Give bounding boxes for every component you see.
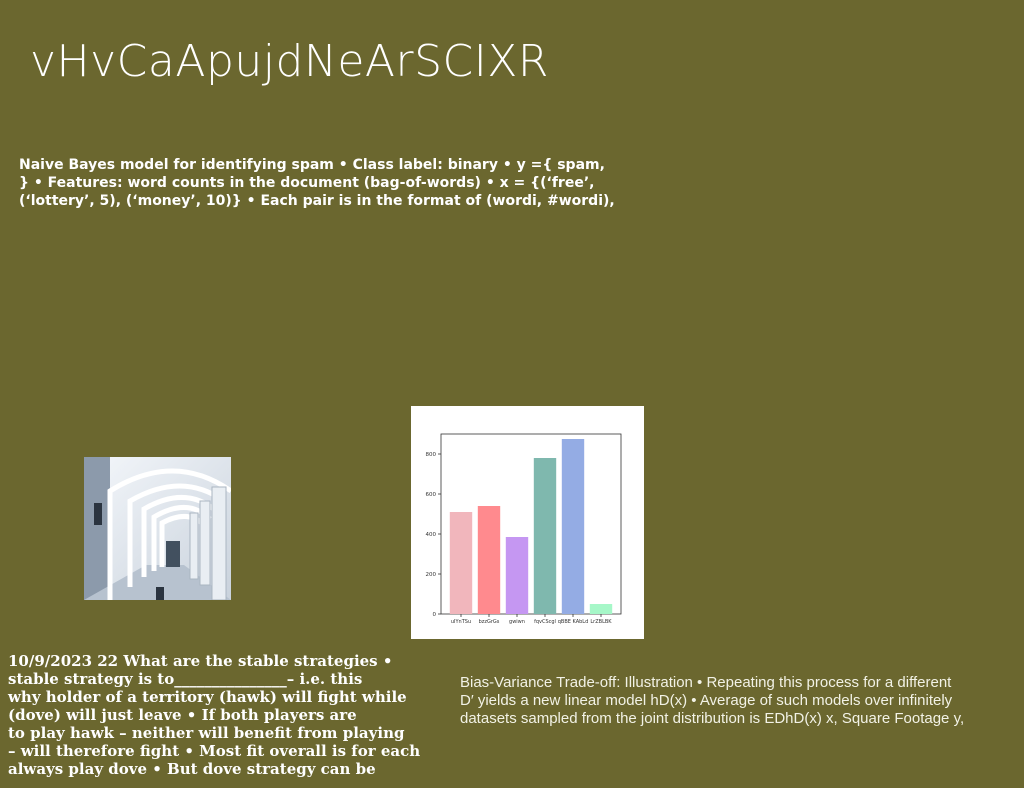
x-tick-label: bzzGrGs: [479, 619, 500, 625]
text-line: always play dove • But dove strategy can…: [8, 760, 376, 778]
text-line: (dove) will just leave • If both players…: [8, 706, 357, 724]
slide-title: vHvCaApujdNeArSCIXR: [30, 36, 549, 87]
text-line: (‘lottery’, 5), (‘money’, 10)} • Each pa…: [19, 193, 615, 209]
bar: [449, 512, 473, 614]
x-tick-label: qBBE KAbLd: [558, 619, 589, 625]
arched-corridor-image: [84, 457, 231, 600]
text-line: stable strategy is to_______________– i.…: [8, 670, 363, 688]
y-tick-label: 0: [433, 612, 437, 618]
text-line: to play hawk – neither will benefit from…: [8, 724, 405, 742]
bar: [477, 506, 501, 614]
text-line: 10/9/2023 22 What are the stable strateg…: [8, 652, 393, 670]
text-line: datasets sampled from the joint distribu…: [460, 710, 965, 727]
hawk-dove-paragraph: 10/9/2023 22 What are the stable strateg…: [8, 652, 448, 778]
bar-chart: 0 200 400 600 800 uIYnTSu bzzGrGs gwiwn fqvCScgl…: [411, 406, 644, 639]
text-line: Naive Bayes model for identifying spam •…: [19, 157, 605, 173]
bias-variance-paragraph: Bias-Variance Trade-off: Illustration • …: [460, 674, 1020, 728]
plot-frame: [440, 433, 622, 615]
y-tick-label: 600: [426, 492, 437, 498]
x-tick-label: gwiwn: [509, 619, 525, 625]
bar: [589, 604, 613, 614]
y-tick-label: 800: [426, 452, 437, 458]
text-line: } • Features: word counts in the documen…: [19, 175, 595, 191]
text-line: D′ yields a new linear model hD(x) • Ave…: [460, 692, 953, 709]
bar: [533, 458, 557, 614]
y-tick-label: 400: [426, 532, 437, 538]
bar: [505, 537, 529, 614]
bar: [561, 439, 585, 614]
x-tick-label: uIYnTSu: [451, 619, 471, 625]
text-line: Bias-Variance Trade-off: Illustration • …: [460, 674, 952, 691]
bar-chart-svg: 0 200 400 600 800 uIYnTSu bzzGrGs gwiwn fqvCScgl…: [426, 433, 622, 625]
x-tick-label: fqvCScgl: [534, 619, 556, 625]
x-tick-label: LrZBLBK: [590, 619, 612, 625]
text-line: – will therefore fight • Most fit overal…: [8, 742, 421, 760]
arched-corridor-photo: [84, 457, 231, 600]
y-tick-label: 200: [426, 572, 437, 578]
text-line: why holder of a territory (hawk) will fi…: [8, 688, 407, 706]
naive-bayes-paragraph: Naive Bayes model for identifying spam •…: [19, 156, 619, 210]
